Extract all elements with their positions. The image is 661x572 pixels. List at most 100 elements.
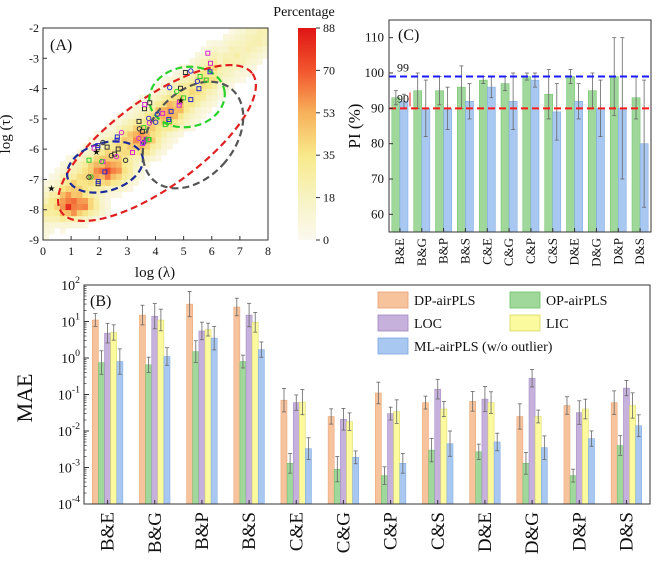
heatmap-cell bbox=[211, 70, 218, 77]
heatmap-cell bbox=[65, 185, 72, 192]
heatmap-cell bbox=[82, 149, 89, 156]
heatmap-cell bbox=[223, 40, 230, 47]
heatmap-cell bbox=[183, 118, 190, 126]
heatmap-cell bbox=[166, 100, 173, 108]
heatmap-cell bbox=[110, 143, 117, 150]
panel-a-x-axis-label: log (λ) bbox=[135, 265, 175, 281]
heatmap-cell bbox=[48, 221, 55, 229]
heatmap-cell bbox=[228, 82, 235, 89]
heatmap-cell bbox=[93, 137, 100, 144]
heatmap-cell bbox=[161, 149, 168, 156]
heatmap-cell bbox=[121, 161, 128, 168]
heatmap-cell bbox=[138, 100, 145, 108]
heatmap-cell bbox=[189, 76, 196, 83]
y-tick-label: 100 bbox=[61, 348, 80, 367]
heatmap-cell bbox=[93, 167, 100, 174]
scatter-marker bbox=[176, 99, 182, 105]
heatmap-cell bbox=[127, 167, 134, 174]
heatmap-cell bbox=[194, 106, 201, 114]
scatter-markers: ★ ★ ★ bbox=[47, 50, 213, 194]
x-tick-label: 2 bbox=[96, 244, 102, 258]
heatmap-cell bbox=[76, 179, 83, 186]
panel-c-label: (C) bbox=[398, 27, 419, 44]
cluster-ellipses bbox=[56, 63, 258, 223]
heatmap-cell bbox=[239, 52, 246, 59]
heatmap-cell bbox=[99, 161, 106, 168]
heatmap-cell bbox=[76, 209, 83, 217]
mae-bar bbox=[292, 402, 300, 505]
heatmap-cell bbox=[228, 52, 235, 59]
heatmap-cell bbox=[43, 203, 50, 211]
heatmap-cell bbox=[76, 167, 83, 174]
scatter-marker bbox=[207, 69, 213, 75]
y-tick-label: 10-1 bbox=[58, 385, 80, 404]
heatmap-cell bbox=[48, 173, 55, 180]
pi-bar-green bbox=[435, 90, 444, 233]
heatmap-cell bbox=[59, 167, 66, 174]
legend-swatch bbox=[509, 291, 541, 309]
heatmap-cell bbox=[149, 155, 156, 162]
y-tick-label: -6 bbox=[29, 142, 39, 156]
heatmap-cell bbox=[43, 179, 50, 186]
heatmap-cell bbox=[88, 209, 95, 217]
heatmap-cell bbox=[155, 143, 162, 150]
heatmap-cell bbox=[149, 149, 156, 156]
panel-a-label: (A) bbox=[50, 37, 72, 54]
x-tick-label: D&S bbox=[616, 512, 637, 551]
heatmap-cell bbox=[127, 112, 134, 120]
x-tick-label: 7 bbox=[237, 244, 243, 258]
heatmap-cell bbox=[211, 52, 218, 59]
pi-bar-green bbox=[522, 76, 532, 233]
star-marker: ★ bbox=[47, 184, 55, 194]
heatmap-cell bbox=[116, 185, 123, 192]
scatter-marker bbox=[208, 60, 213, 66]
heatmap-cell bbox=[217, 58, 224, 65]
heatmap-cell bbox=[54, 167, 61, 174]
heatmap-cell bbox=[251, 58, 258, 65]
legend-swatch bbox=[377, 314, 409, 332]
heatmap-cell bbox=[71, 197, 78, 205]
heatmap-cell bbox=[71, 179, 78, 186]
heatmap-cell bbox=[245, 58, 252, 65]
panel-c-bars bbox=[391, 37, 649, 233]
mae-bar bbox=[198, 330, 206, 505]
heatmap-cell bbox=[71, 185, 78, 192]
heatmap-cell bbox=[116, 167, 123, 174]
scatter-marker bbox=[114, 134, 120, 140]
heatmap-cell bbox=[110, 191, 117, 198]
heatmap-cell bbox=[110, 124, 117, 132]
scatter-marker bbox=[147, 100, 153, 106]
x-tick-label: 0 bbox=[40, 244, 46, 258]
heatmap-cell bbox=[189, 70, 196, 77]
heatmap-cell bbox=[166, 130, 173, 138]
heatmap-cell bbox=[104, 161, 111, 168]
x-tick-label: D&P bbox=[569, 512, 590, 551]
legend-label: DP-airPLS bbox=[414, 294, 475, 309]
mae-bar bbox=[516, 416, 524, 505]
y-tick-label: 90 bbox=[371, 100, 384, 115]
mae-bar bbox=[145, 364, 152, 505]
colorbar-title: Percentage bbox=[273, 5, 334, 20]
heatmap-cell bbox=[245, 40, 252, 47]
mae-bar bbox=[563, 405, 571, 505]
heatmap-cell bbox=[155, 94, 162, 102]
heatmap-cell bbox=[155, 82, 162, 89]
heatmap-cell bbox=[251, 28, 258, 35]
heatmap-cell bbox=[99, 209, 106, 217]
heatmap-cell bbox=[116, 130, 123, 138]
heatmap-cell bbox=[172, 100, 179, 108]
heatmap-cell bbox=[133, 106, 140, 114]
heatmap-cell bbox=[155, 118, 162, 126]
heatmap-cell bbox=[239, 46, 246, 53]
heatmap-cell bbox=[211, 76, 218, 83]
x-tick-label: C&E bbox=[286, 512, 307, 551]
heatmap-cell bbox=[93, 209, 100, 217]
heatmap-cell bbox=[149, 88, 156, 96]
heatmap-cell bbox=[206, 100, 213, 108]
heatmap-cell bbox=[48, 209, 55, 217]
heatmap-cell bbox=[133, 179, 140, 186]
panel-b: 10-4 10-3 10-2 10-1 100 101 102 B&E B&G B&P B&S C&E… bbox=[12, 275, 651, 554]
mae-bar bbox=[258, 349, 265, 505]
heatmap-cell bbox=[217, 88, 224, 96]
